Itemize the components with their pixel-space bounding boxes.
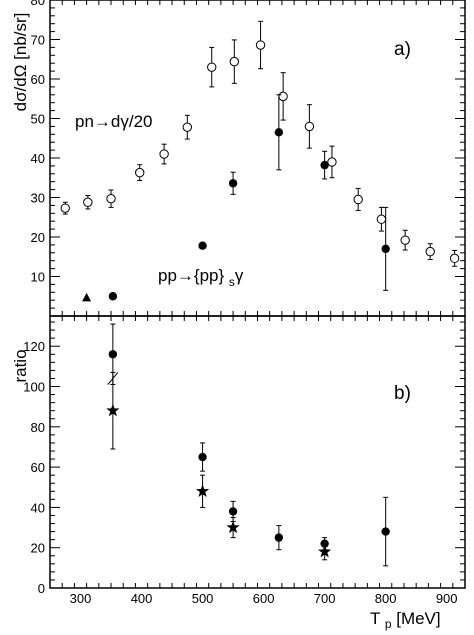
- data-point-star: [226, 520, 240, 534]
- data-point-triangle: [82, 292, 92, 302]
- x-tick-label: 400: [131, 591, 153, 606]
- data-point-open-circle: [60, 203, 70, 213]
- data-point-open-circle: [135, 167, 145, 178]
- annotation-pn-text: pn→dγ/20: [75, 112, 153, 131]
- panel-a-label: a): [394, 39, 411, 60]
- y-tick-label: 80: [31, 0, 45, 8]
- data-point-filled-circle: [228, 179, 238, 188]
- x-axis-label-subscript: p: [385, 617, 392, 631]
- y-tick-label: 80: [31, 420, 45, 435]
- y-tick-label: 120: [23, 339, 45, 354]
- y-tick-label: 40: [31, 500, 45, 515]
- y-tick-label: 0: [38, 581, 45, 596]
- data-point-open-circle: [159, 149, 169, 159]
- y-tick-label: 20: [31, 230, 45, 245]
- panel-b-label: b): [394, 383, 411, 404]
- data-point-filled-circle: [108, 292, 118, 301]
- data-point-filled-circle: [198, 241, 207, 250]
- annotation-pp-subscript: s: [229, 275, 235, 289]
- data-point-filled-circle: [274, 128, 284, 137]
- y-tick-label: 20: [31, 541, 45, 556]
- data-point-filled-circle: [381, 244, 390, 254]
- data-point-filled-circle: [228, 507, 238, 516]
- y-tick-label: 100: [23, 380, 45, 395]
- data-point-open-circle: [400, 235, 410, 245]
- x-tick-label: 600: [253, 591, 275, 606]
- data-point-filled-circle: [108, 350, 118, 359]
- panel-b: 300 400 500 600 700 800 900 0 20 40 60 80 100 120: [23, 315, 466, 606]
- data-point-open-circle: [83, 197, 93, 207]
- panel-b-ylabel: ratio: [11, 349, 30, 382]
- data-point-open-circle: [304, 121, 315, 132]
- data-point-open-circle: [229, 56, 240, 67]
- data-point-filled-circle: [320, 160, 329, 170]
- x-tick-label: 900: [436, 591, 458, 606]
- x-tick-label: 500: [192, 591, 214, 606]
- y-tick-label: 60: [31, 72, 45, 87]
- data-point-open-circle: [327, 157, 337, 167]
- y-tick-label: 70: [31, 33, 45, 48]
- annotation-pn: pn→dγ/20: [75, 112, 153, 131]
- data-point-star: [195, 484, 210, 497]
- data-point-open-circle: [353, 194, 363, 205]
- y-tick-label: 40: [31, 151, 45, 166]
- data-point-open-circle: [182, 122, 193, 132]
- panel-a: 10 20 30 40 50 60 70 80: [31, 0, 466, 317]
- data-point-open-circle: [376, 214, 387, 224]
- data-point-filled-circle: [274, 533, 284, 542]
- data-point-filled-circle: [198, 452, 207, 462]
- annotation-pp: pp→{pp} sγ: [158, 266, 244, 289]
- x-tick-label: 700: [314, 591, 336, 606]
- annotation-pp-gamma: γ: [235, 266, 244, 285]
- data-point-open-circle: [278, 91, 288, 102]
- x-axis-label-unit: [MeV]: [392, 609, 441, 628]
- y-tick-label: 30: [31, 191, 45, 206]
- data-point-star: [317, 544, 332, 558]
- data-point-open-circle: [207, 62, 217, 72]
- x-axis-label: T p [MeV]: [370, 609, 441, 631]
- y-tick-label: 10: [31, 270, 45, 285]
- error-connector: [107, 372, 119, 385]
- x-axis-label-text: T: [370, 609, 380, 628]
- y-tick-label: 60: [31, 460, 45, 475]
- data-point-open-circle: [449, 253, 460, 264]
- data-point-open-circle: [425, 246, 435, 257]
- x-tick-label: 300: [70, 591, 92, 606]
- y-tick-label: 50: [31, 112, 45, 127]
- data-point-filled-circle: [381, 527, 390, 536]
- panel-a-ylabel: dσ/dΩ [nb/sr]: [11, 13, 30, 112]
- annotation-pp-text: pp→{pp}: [158, 266, 224, 285]
- data-point-open-circle: [255, 40, 266, 50]
- x-tick-label: 800: [375, 591, 397, 606]
- data-point-star: [106, 403, 120, 417]
- data-point-open-circle: [106, 193, 116, 204]
